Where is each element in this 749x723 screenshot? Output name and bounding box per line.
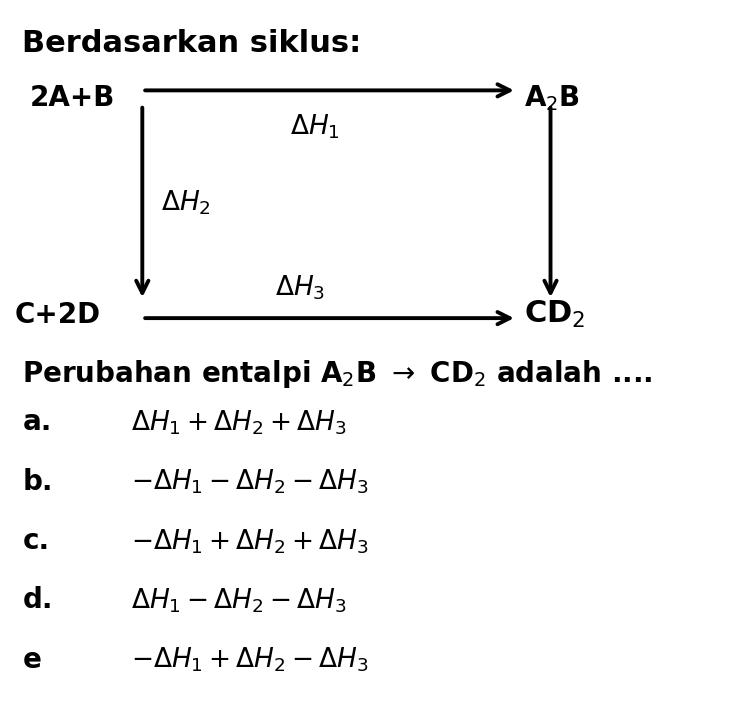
Text: $-\Delta H_1 - \Delta H_2 -\Delta H_3$: $-\Delta H_1 - \Delta H_2 -\Delta H_3$: [131, 468, 369, 496]
Text: $\Delta H_3$: $\Delta H_3$: [275, 274, 324, 302]
Text: $-\Delta H_1 + \Delta H_2 - \Delta H_3$: $-\Delta H_1 + \Delta H_2 - \Delta H_3$: [131, 646, 369, 674]
Text: Berdasarkan siklus:: Berdasarkan siklus:: [22, 29, 362, 58]
Text: b.: b.: [22, 468, 53, 496]
Text: CD$_2$: CD$_2$: [524, 299, 586, 330]
Text: 2A+B: 2A+B: [30, 84, 115, 111]
Text: d.: d.: [22, 586, 53, 615]
Text: C+2D: C+2D: [15, 301, 101, 328]
Text: Perubahan entalpi A$_2$B $\rightarrow$ CD$_2$ adalah ....: Perubahan entalpi A$_2$B $\rightarrow$ C…: [22, 358, 653, 390]
Text: $\Delta H_1 + \Delta H_2 + \Delta H_3$: $\Delta H_1 + \Delta H_2 + \Delta H_3$: [131, 408, 347, 437]
Text: A$_2$B: A$_2$B: [524, 82, 580, 113]
Text: $\Delta H_1 - \Delta H_2 - \Delta H_3$: $\Delta H_1 - \Delta H_2 - \Delta H_3$: [131, 586, 347, 615]
Text: $-\Delta H_1 + \Delta H_2 + \Delta H_3$: $-\Delta H_1 + \Delta H_2 + \Delta H_3$: [131, 527, 369, 555]
Text: e: e: [22, 646, 41, 674]
Text: c.: c.: [22, 527, 49, 555]
Text: $\Delta H_1$: $\Delta H_1$: [290, 112, 339, 140]
Text: $\Delta H_2$: $\Delta H_2$: [161, 188, 211, 217]
Text: a.: a.: [22, 408, 52, 437]
